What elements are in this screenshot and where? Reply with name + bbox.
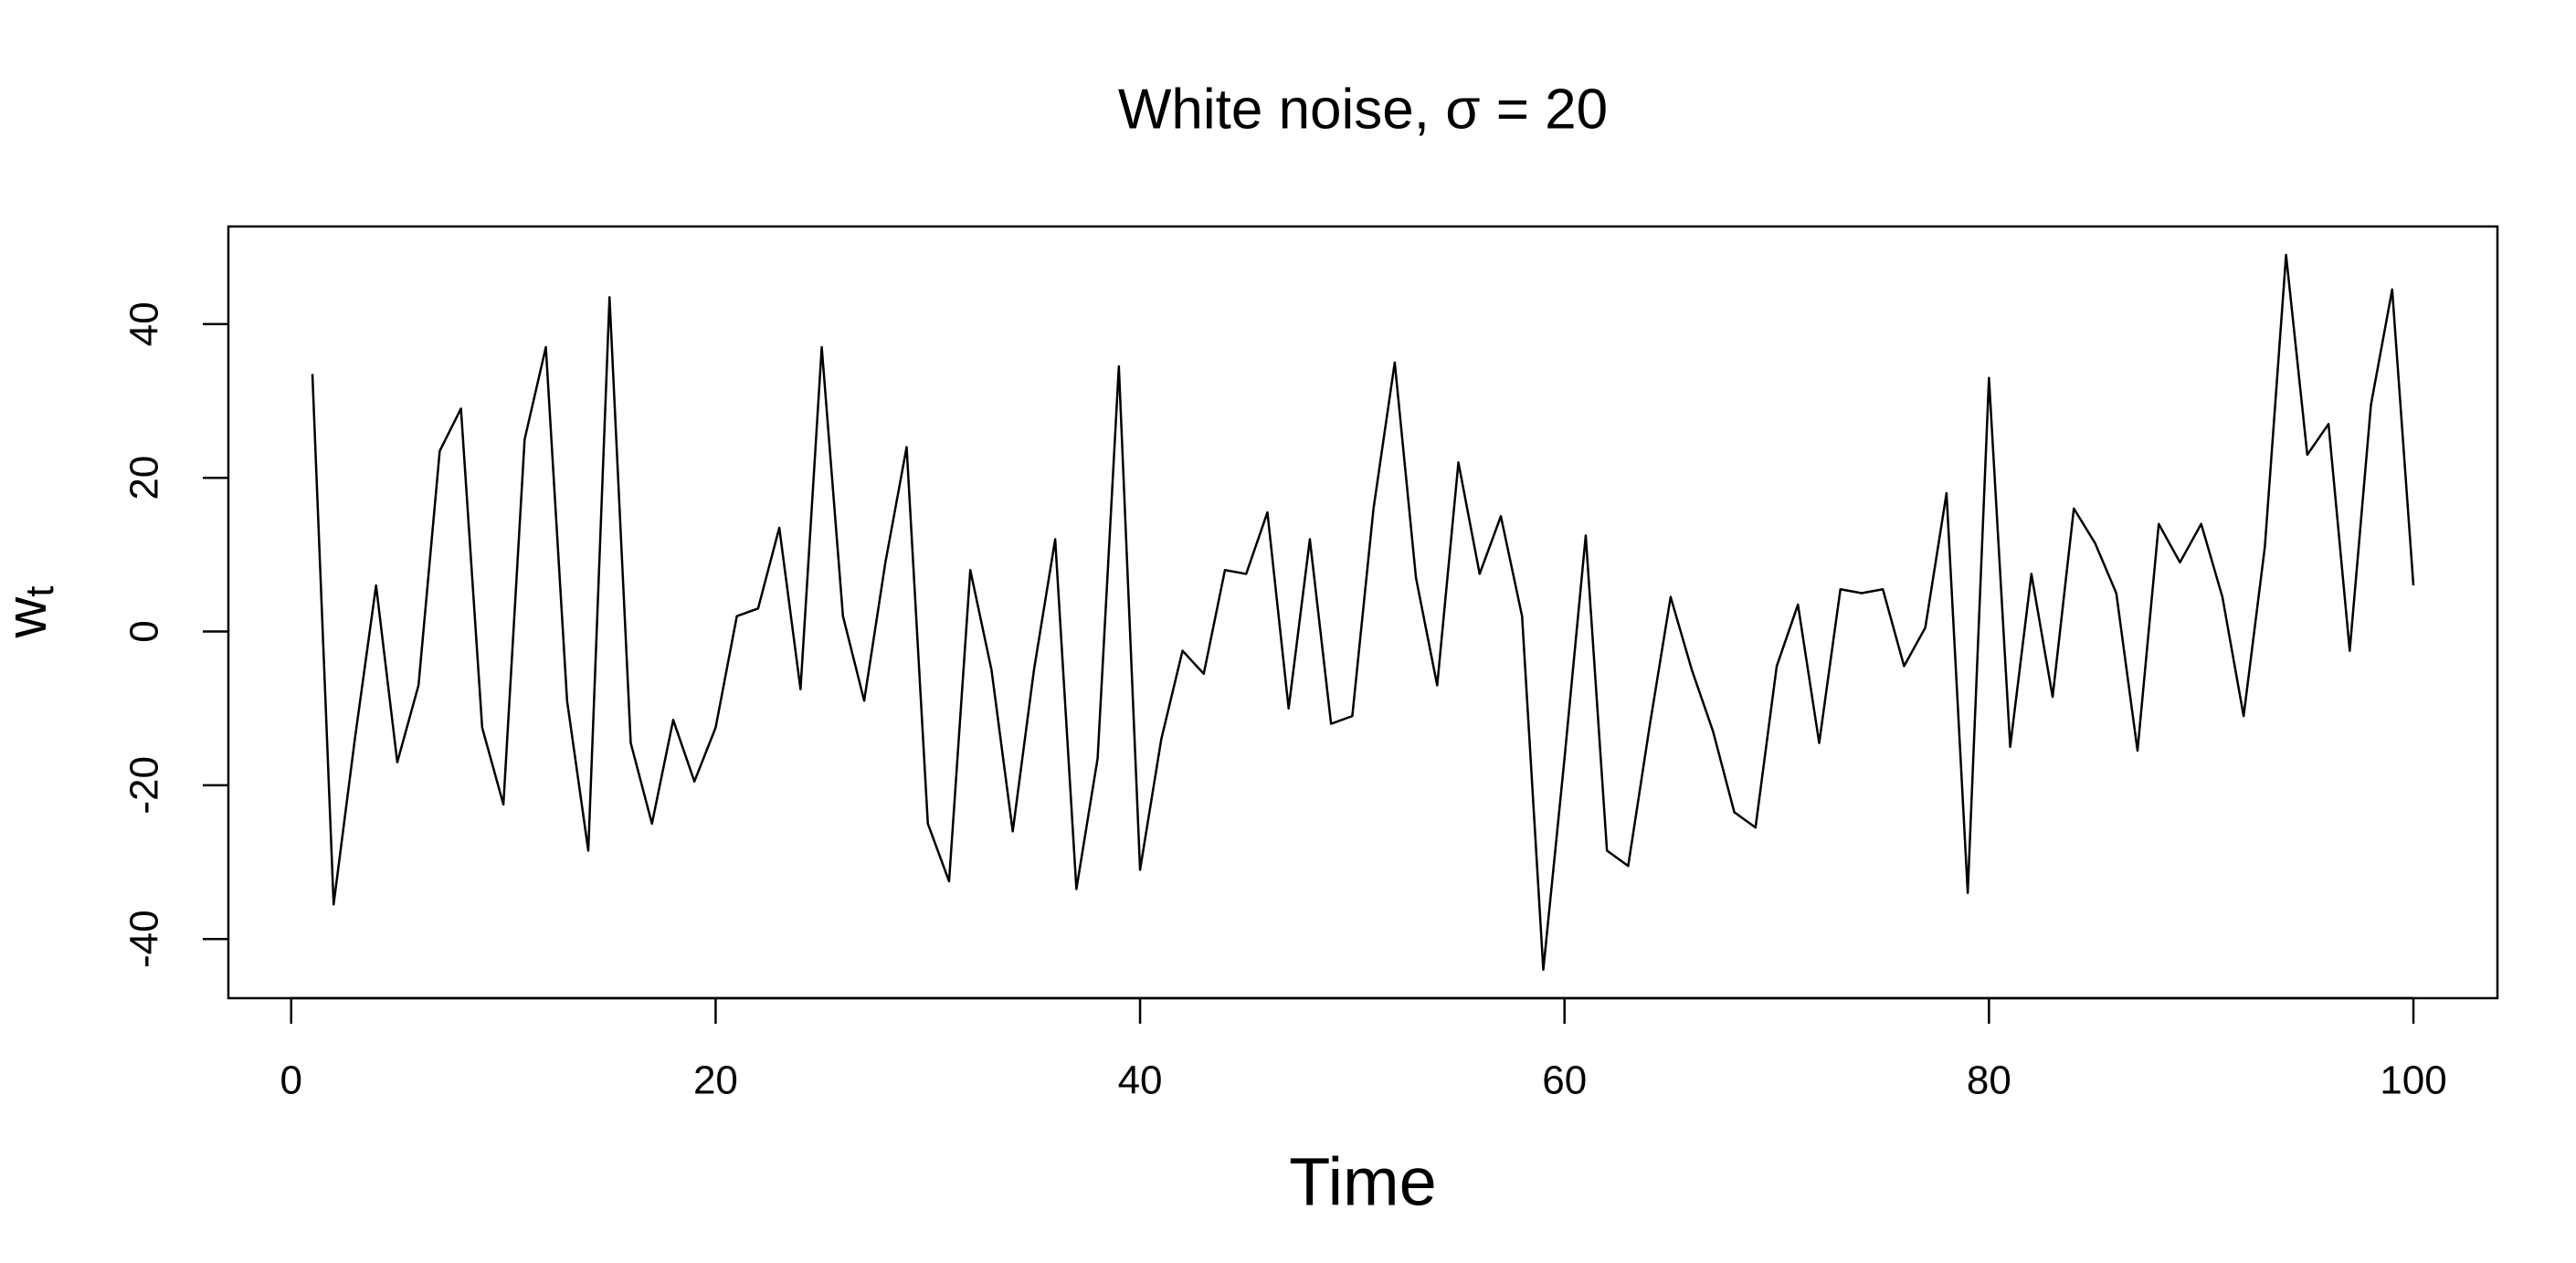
- x-tick-label: 20: [693, 1058, 738, 1103]
- data-line: [311, 253, 2415, 972]
- y-axis-label-main: w: [0, 597, 58, 639]
- x-tick-label: 80: [1967, 1058, 2011, 1103]
- x-tick-label: 100: [2380, 1058, 2446, 1103]
- chart-title: White noise, σ = 20: [1118, 78, 1608, 141]
- x-axis-label: Time: [1289, 1144, 1437, 1220]
- x-tick-label: 60: [1542, 1058, 1587, 1103]
- y-axis-label: wt: [0, 585, 62, 638]
- x-tick-label: 40: [1118, 1058, 1163, 1103]
- y-tick-label: 20: [122, 456, 167, 500]
- x-tick-label: 0: [280, 1058, 302, 1103]
- y-tick-label: -40: [122, 910, 167, 968]
- y-tick-label: -20: [122, 756, 167, 815]
- y-tick-label: 0: [122, 620, 167, 642]
- y-axis-label-subscript: t: [17, 585, 62, 596]
- y-tick-label: 40: [122, 301, 167, 346]
